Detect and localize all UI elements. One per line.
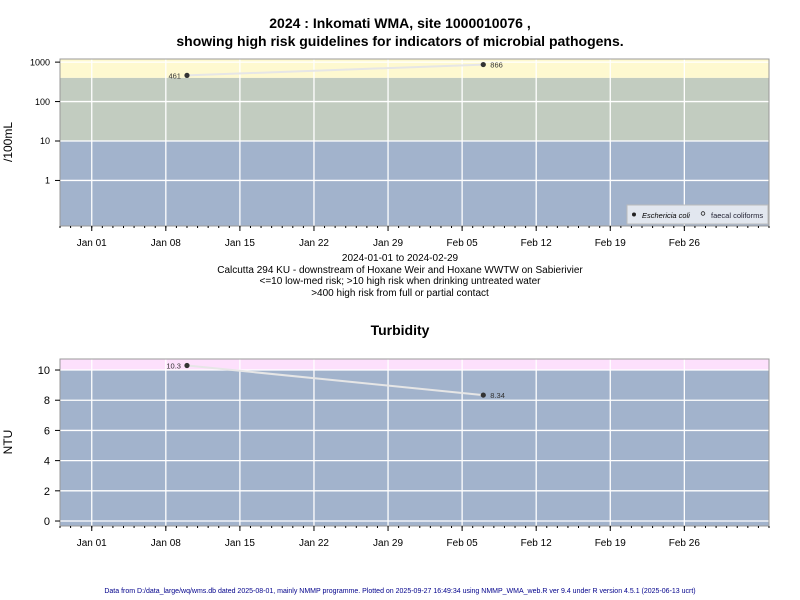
data-label: 461: [168, 71, 181, 80]
y-tick-label: 8: [44, 395, 50, 407]
series-line: [186, 364, 484, 397]
data-point: [184, 362, 190, 369]
chart-title: 2024 : Inkomati WMA, site 1000010076 , s…: [0, 14, 800, 50]
y-tick-label: 1: [45, 176, 50, 186]
subtitle-line: >400 high risk from full or partial cont…: [311, 287, 489, 299]
y-tick-label: 6: [44, 425, 50, 437]
x-tick-label: Feb 26: [669, 538, 701, 549]
x-tick-label: Jan 29: [373, 238, 403, 249]
subtitle-line: 2024-01-01 to 2024-02-29: [341, 253, 459, 264]
data-point: [480, 392, 486, 398]
risk-band: [60, 370, 769, 526]
legend-marker-open: [700, 211, 706, 216]
footer-note: Data from D:/data_large/wq/wms.db dated …: [104, 588, 696, 595]
x-tick-label: Jan 29: [373, 538, 403, 549]
subtitle-line: Calcutta 294 KU - downstream of Hoxane W…: [217, 264, 583, 276]
y-tick-label: 10: [38, 365, 50, 377]
chart-2: 0 2 4 6 8 10 NTU Jan 01 Jan 08 Jan 15 Jan 22 Jan 29…: [1, 358, 770, 549]
series-line: [186, 63, 484, 77]
x-tick-label: Jan 08: [151, 238, 181, 249]
x-tick-label: Jan 22: [299, 238, 329, 249]
y-tick-label: 10: [40, 136, 50, 146]
plot-frame: [59, 58, 770, 227]
y-axis-label: /100mL: [1, 122, 15, 162]
x-tick-label: Feb 12: [521, 538, 553, 549]
data-label: 8.34: [490, 391, 505, 400]
risk-band: [60, 77, 769, 142]
data-label: 866: [490, 61, 503, 70]
chart-1: 1 10 100 1000/100mL Jan 01 Jan 08 Jan 15 Jan 22…: [1, 57, 770, 249]
x-tick-label: Jan 08: [151, 538, 181, 549]
x-tick-label: Feb 19: [595, 538, 627, 549]
x-tick-label: Feb 19: [595, 238, 627, 249]
legend-entry: Eschericia coli: [642, 211, 690, 220]
legend: Eschericia coli faecal coliforms: [626, 204, 769, 225]
legend-marker-filled: [632, 212, 636, 217]
x-tick-label: Jan 15: [225, 238, 255, 249]
title-line-2: showing high risk guidelines for indicat…: [176, 33, 624, 49]
x-tick-label: Feb 12: [521, 238, 553, 249]
y-tick-label: 100: [35, 97, 50, 107]
x-tick-label: Feb 05: [447, 238, 479, 249]
x-tick-label: Jan 22: [299, 538, 329, 549]
title-line-1: 2024 : Inkomati WMA, site 1000010076 ,: [269, 15, 531, 31]
x-tick-label: Feb 05: [447, 538, 479, 549]
x-tick-label: Jan 15: [225, 538, 255, 549]
y-tick-label: 0: [44, 516, 50, 528]
y-axis-label: NTU: [1, 430, 15, 455]
plot-frame: [59, 358, 770, 527]
turbidity-title: Turbidity: [370, 322, 430, 338]
data-point: [184, 72, 190, 78]
data-point: [480, 61, 486, 68]
legend-entry: faecal coliforms: [711, 211, 763, 220]
y-tick-label: 4: [44, 456, 50, 468]
x-tick-label: Feb 26: [669, 238, 701, 249]
y-tick-label: 1000: [30, 57, 50, 67]
subtitle-line: <=10 low-med risk; >10 high risk when dr…: [259, 276, 541, 287]
risk-band: [60, 359, 769, 371]
x-tick-label: Jan 01: [77, 538, 107, 549]
x-tick-label: Jan 01: [77, 238, 107, 249]
data-label: 10.3: [166, 361, 181, 370]
chart-subtitle: 2024-01-01 to 2024-02-29 Calcutta 294 KU…: [0, 253, 800, 299]
y-tick-label: 2: [44, 486, 50, 498]
legend-box: [626, 204, 769, 225]
